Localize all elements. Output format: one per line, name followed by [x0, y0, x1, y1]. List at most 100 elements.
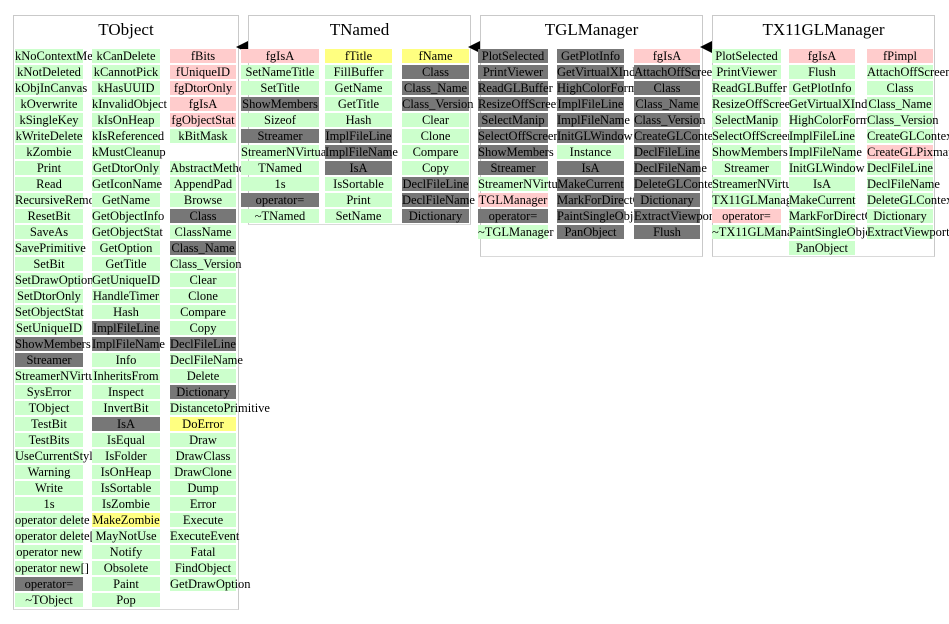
member-method: SelectManip — [712, 113, 781, 127]
member-method: kIsReferenced — [92, 129, 165, 143]
member-method: SetUniqueID — [15, 321, 83, 335]
member-method: Paint — [92, 577, 160, 591]
member-method: Streamer — [712, 161, 781, 175]
member-method: SelectManip — [478, 113, 548, 127]
member-method: Streamer — [15, 353, 83, 367]
member-method: ClassName — [170, 225, 236, 239]
member-method: GetOption — [92, 241, 160, 255]
member-method: 1s — [241, 177, 319, 191]
inheritance-arrow-icon — [468, 41, 480, 53]
member-method: operator= — [15, 577, 83, 591]
member-method: GetTitle — [325, 97, 392, 111]
member-method: DeclFileName — [170, 353, 243, 367]
member-method: Browse — [170, 193, 236, 207]
member-method: IsOnHeap — [92, 465, 160, 479]
member-method: AbstractMethod — [170, 161, 252, 175]
member-method: Dictionary — [634, 193, 700, 207]
member-method: Class_Version — [634, 113, 706, 127]
member-method: SetDrawOption — [15, 273, 94, 287]
member-method: ImplFileLine — [325, 129, 392, 143]
member-method: kNotDeleted — [15, 65, 83, 79]
member-method: Class — [634, 81, 700, 95]
member-field: fgIsA — [634, 49, 700, 63]
member-column: fgIsA Flush GetPlotInfo GetVirtualXInd HighC… — [789, 49, 892, 257]
member-method: TObject — [15, 401, 83, 415]
member-method: ShowMembers — [478, 145, 554, 159]
class-title: TGLManager — [544, 20, 639, 39]
member-method: operator new — [15, 545, 83, 559]
member-method: ~TObject — [15, 593, 83, 607]
member-method: Dictionary — [170, 385, 236, 399]
member-column: fPimpl AttachOffScreenDevice Class Class_Na… — [867, 49, 949, 241]
member-method: SetDtorOnly — [15, 289, 83, 303]
member-method: HighColorFormat — [789, 113, 879, 127]
member-column: PlotSelected PrintViewer ReadGLBuffer Resiz… — [478, 49, 598, 241]
member-method: kZombie — [15, 145, 83, 159]
member-method: DoError — [170, 417, 236, 431]
member-method: FillBuffer — [325, 65, 392, 79]
member-method: IsFolder — [92, 449, 160, 463]
member-method: IsSortable — [325, 177, 392, 191]
member-method: ImplFileName — [92, 337, 165, 351]
member-method: SavePrimitive — [15, 241, 86, 255]
member-method: RecursiveRemove — [15, 193, 107, 207]
member-method: Class_Name — [170, 241, 236, 255]
member-method: kCannotPick — [92, 65, 160, 79]
member-method: Notify — [92, 545, 160, 559]
member-method: CreateGLContext — [634, 129, 723, 143]
member-method: ~TNamed — [241, 209, 319, 223]
member-method: ReadGLBuffer — [712, 81, 787, 95]
member-method: DeclFileName — [867, 177, 940, 191]
member-method: GetObjectStat — [92, 225, 163, 239]
member-method: DrawClass — [170, 449, 236, 463]
member-method: fTitle — [325, 49, 392, 63]
member-method: ShowMembers — [15, 337, 91, 351]
member-field: fBits — [170, 49, 236, 63]
member-method: SetObjectStat — [15, 305, 84, 319]
member-method: Read — [15, 177, 83, 191]
member-column: fBits fUniqueID fgDtorOnly fgIsA fgObjectSta… — [170, 49, 270, 593]
member-method: GetPlotInfo — [789, 81, 855, 95]
member-method: StreamerNVirtual — [241, 145, 330, 159]
member-field: operator= — [712, 209, 781, 223]
member-method: SetBit — [15, 257, 83, 271]
member-method: DeclFileLine — [402, 177, 469, 191]
member-method: MarkForDirectCopy — [557, 193, 660, 207]
member-method: DeclFileLine — [170, 337, 236, 351]
member-method: Warning — [15, 465, 83, 479]
member-method: DrawClone — [170, 465, 236, 479]
member-method: SetNameTitle — [241, 65, 319, 79]
member-method: Pop — [92, 593, 160, 607]
member-method: kCanDelete — [92, 49, 160, 63]
member-method: IsA — [557, 161, 624, 175]
member-column: GetPlotInfo GetVirtualXInd HighColorFormat… — [557, 49, 660, 241]
member-method: Error — [170, 497, 236, 511]
member-method: Print — [325, 193, 392, 207]
member-method: PlotSelected — [478, 49, 548, 63]
member-method: Compare — [170, 305, 236, 319]
member-method: HighColorFormat — [557, 81, 647, 95]
member-field: fgIsA — [241, 49, 319, 63]
member-method: AttachOffScreenDevice — [867, 65, 949, 79]
member-method: GetDtorOnly — [92, 161, 160, 175]
member-column: PlotSelected PrintViewer ReadGLBuffer Resiz… — [712, 49, 832, 241]
member-method: Dump — [170, 481, 236, 495]
member-method: GetName — [92, 193, 160, 207]
member-method: StreamerNVirtual — [478, 177, 567, 191]
member-method: GetVirtualXInd — [557, 65, 636, 79]
member-method: ImplFileName — [789, 145, 862, 159]
member-method: Sizeof — [241, 113, 319, 127]
member-method: IsSortable — [92, 481, 160, 495]
member-method: GetDrawOption — [170, 577, 251, 591]
member-method: Obsolete — [92, 561, 160, 575]
member-method: UseCurrentStyle — [15, 449, 99, 463]
member-method: SelectOffScreenDevice — [712, 129, 830, 143]
member-method: ImplFileLine — [92, 321, 160, 335]
member-method: operator delete — [15, 513, 90, 527]
member-method: ResizeOffScreenDevice — [478, 97, 598, 111]
member-method: SelectOffScreenDevice — [478, 129, 596, 143]
member-method: kHasUUID — [92, 81, 160, 95]
member-method: MayNotUse — [92, 529, 160, 543]
member-method: kInvalidObject — [92, 97, 167, 111]
member-method: Execute — [170, 513, 236, 527]
